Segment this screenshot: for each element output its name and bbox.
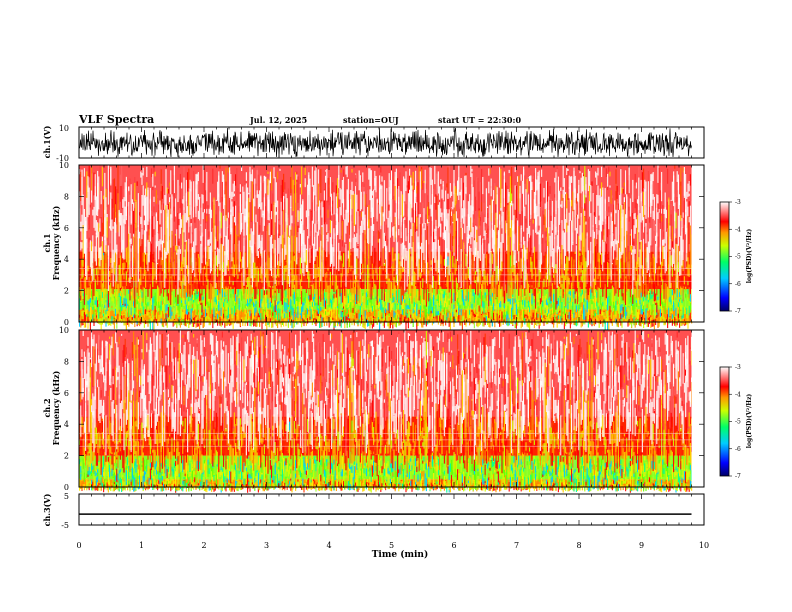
waveform-ch1-ylabel: ch.1(V) xyxy=(42,125,52,158)
colorbar-ch1: -3 -4 -5 -6 -7 log(PSD)(V²/Hz) xyxy=(719,199,753,315)
waveform-ch3-panel: 5 -5 ch.3(V) xyxy=(42,492,705,530)
waveform-ch1-line xyxy=(78,127,692,158)
spectrogram-ch1-ylabel-channel: ch.1 xyxy=(42,233,52,252)
y-tick-label: 0 xyxy=(64,483,69,492)
waveform-ch1-trace xyxy=(78,127,692,158)
date-label: Jul. 12, 2025 xyxy=(249,115,307,125)
x-tick-label: 9 xyxy=(639,541,644,550)
x-axis-label: Time (min) xyxy=(372,549,429,560)
y-tick-label: 10 xyxy=(59,161,69,170)
colorbar-tick-label: -6 xyxy=(735,446,741,453)
x-tick-label: 6 xyxy=(451,541,456,550)
colorbar-tick-label: -4 xyxy=(735,391,741,398)
x-tick-label: 3 xyxy=(264,541,269,550)
spectrogram-ch1-yticks: 0 2 4 6 8 10 xyxy=(59,161,704,327)
colorbar-tick-label: -5 xyxy=(735,419,741,426)
y-tick-label: 2 xyxy=(64,287,69,296)
colorbar-tick-label: -7 xyxy=(735,308,741,315)
colorbar-tick-label: -3 xyxy=(735,364,741,371)
x-tick-labels: 0 1 2 3 4 5 6 7 8 9 10 xyxy=(76,541,709,550)
colorbar-ch1-ticks: -3 -4 -5 -6 -7 xyxy=(729,199,741,315)
waveform-ch1-ytick-top: 10 xyxy=(59,124,69,133)
spectrogram-ch2-yticks: 0 2 4 6 8 10 xyxy=(59,326,704,492)
figure-title: VLF Spectra xyxy=(78,113,154,126)
y-tick-label: 10 xyxy=(59,326,69,335)
x-tick-label: 8 xyxy=(576,541,581,550)
spectrogram-ch1-image xyxy=(79,165,704,331)
start-time-label: start UT = 22:30:0 xyxy=(438,115,521,125)
colorbar-ch2-label: log(PSD)(V²/Hz) xyxy=(746,394,753,449)
colorbar-ch1-gradient xyxy=(719,201,730,312)
x-tick-label: 0 xyxy=(76,541,81,550)
x-tick-label: 4 xyxy=(326,541,331,550)
y-tick-label: 4 xyxy=(64,420,69,429)
colorbar-ch2: -3 -4 -5 -6 -7 log(PSD)(V²/Hz) xyxy=(719,364,753,480)
colorbar-tick-label: -3 xyxy=(735,199,741,206)
x-tick-label: 1 xyxy=(139,541,144,550)
station-label: station=OUJ xyxy=(343,115,399,125)
x-tick-label: 7 xyxy=(514,541,519,550)
spectrogram-ch1-ylabel: Frequency (kHz) xyxy=(51,205,61,280)
spectrogram-ch2-image xyxy=(79,330,704,493)
colorbar-tick-label: -4 xyxy=(735,226,741,233)
colorbar-tick-label: -5 xyxy=(735,254,741,261)
waveform-ch1-xticks xyxy=(78,127,705,158)
waveform-ch3-xticks xyxy=(78,494,705,525)
colorbar-tick-label: -6 xyxy=(735,281,741,288)
spectrogram-ch2-ylabel: Frequency (kHz) xyxy=(51,370,61,445)
y-tick-label: 6 xyxy=(64,389,69,398)
y-tick-label: 6 xyxy=(64,224,69,233)
y-tick-label: 0 xyxy=(64,318,69,327)
colorbar-ch2-ticks: -3 -4 -5 -6 -7 xyxy=(729,364,741,480)
y-tick-label: 2 xyxy=(64,452,69,461)
waveform-ch3-ylabel: ch.3(V) xyxy=(42,493,52,526)
spectrogram-ch2-ylabel-channel: ch.2 xyxy=(42,398,52,417)
y-tick-label: 8 xyxy=(64,192,69,201)
waveform-ch3-ytick-bottom: -5 xyxy=(61,521,69,530)
x-tick-label: 2 xyxy=(201,541,206,550)
x-tick-label: 5 xyxy=(389,541,394,550)
waveform-ch1-ytick-bottom: -10 xyxy=(56,154,69,163)
colorbar-tick-label: -7 xyxy=(735,473,741,480)
y-tick-label: 4 xyxy=(64,255,69,264)
spectrogram-ch1-xticks xyxy=(78,165,705,322)
x-tick-label: 10 xyxy=(699,541,709,550)
waveform-ch3-ytick-top: 5 xyxy=(64,492,69,501)
y-tick-label: 8 xyxy=(64,357,69,366)
spectrogram-ch2-xticks xyxy=(78,330,705,487)
colorbar-ch2-gradient xyxy=(719,366,730,477)
spectrogram-ch1-panel: 0 2 4 6 8 10 ch.1 Frequency (kHz) -3 -4 -5 -6 -7 … xyxy=(42,161,753,331)
waveform-ch1-panel: 10 -10 ch.1(V) xyxy=(42,124,705,163)
colorbar-ch1-label: log(PSD)(V²/Hz) xyxy=(746,229,753,284)
spectrogram-ch2-panel: 0 2 4 6 8 10 ch.2 Frequency (kHz) -3 -4 -5 -6 -7 … xyxy=(42,326,753,493)
